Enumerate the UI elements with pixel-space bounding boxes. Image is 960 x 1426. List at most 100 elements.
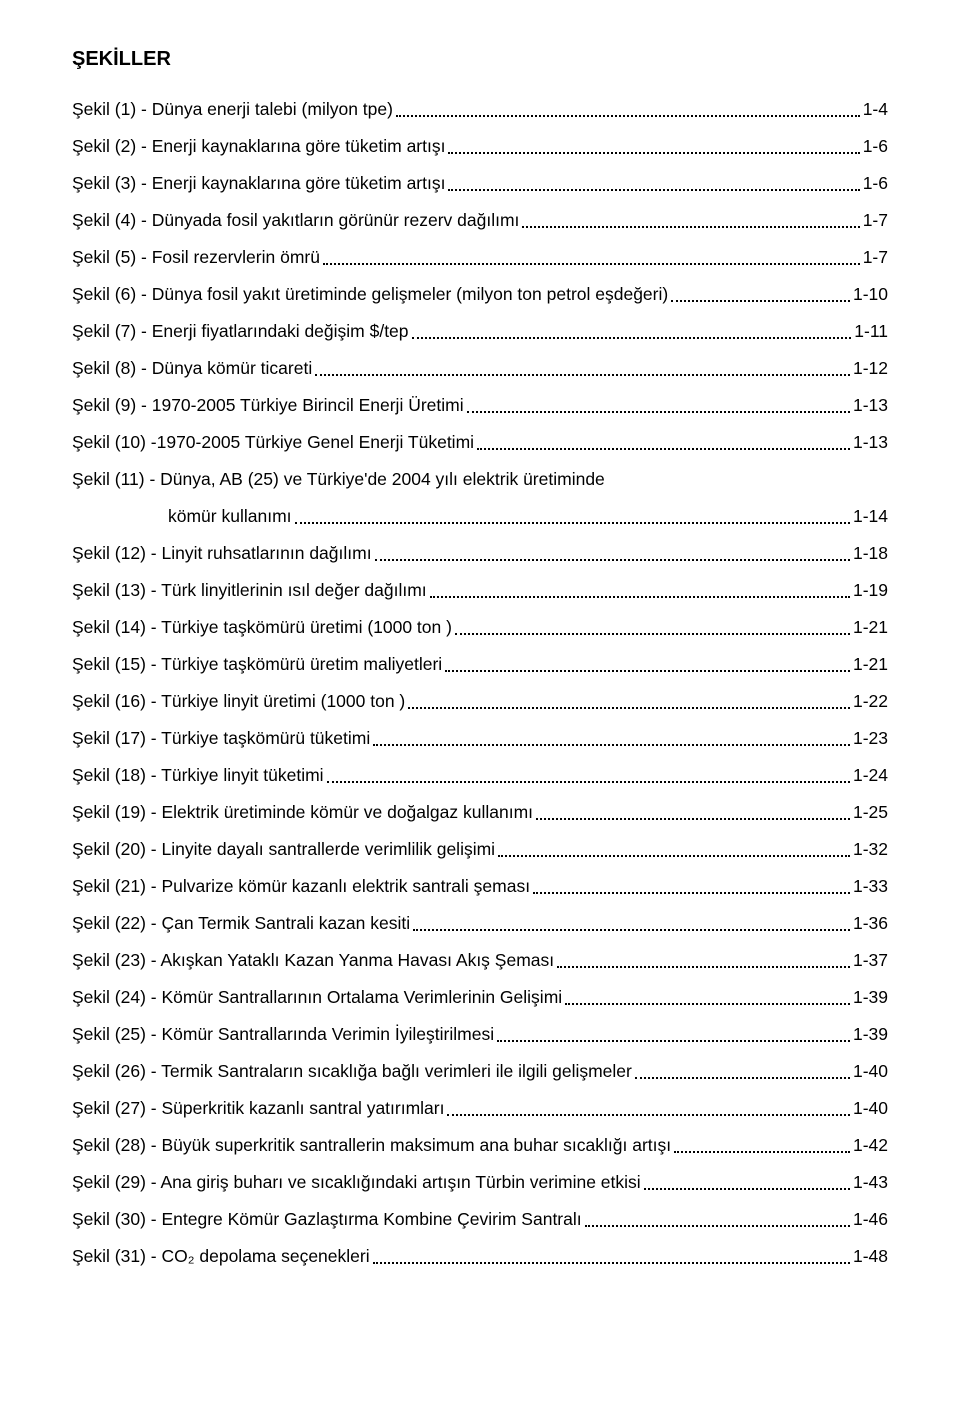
toc-entry: Şekil (23) - Akışkan Yataklı Kazan Yanma… bbox=[72, 948, 888, 973]
toc-entry: Şekil (13) - Türk linyitlerinin ısıl değ… bbox=[72, 578, 888, 603]
toc-entry: Şekil (20) - Linyite dayalı santrallerde… bbox=[72, 837, 888, 862]
toc-leader-dots bbox=[533, 892, 850, 894]
toc-entry-page: 1-22 bbox=[853, 689, 888, 714]
toc-entry: Şekil (15) - Türkiye taşkömürü üretim ma… bbox=[72, 652, 888, 677]
toc-leader-dots bbox=[327, 781, 850, 783]
toc-entry-page: 1-37 bbox=[853, 948, 888, 973]
toc-leader-dots bbox=[315, 374, 850, 376]
toc-entry-label: Şekil (2) - Enerji kaynaklarına göre tük… bbox=[72, 134, 445, 159]
toc-entry-label: Şekil (12) - Linyit ruhsatlarının dağılı… bbox=[72, 541, 372, 566]
toc-entry-label: Şekil (23) - Akışkan Yataklı Kazan Yanma… bbox=[72, 948, 554, 973]
toc-entry-page: 1-10 bbox=[853, 282, 888, 307]
table-of-figures: Şekil (1) - Dünya enerji talebi (milyon … bbox=[72, 97, 888, 1269]
toc-entry-label: Şekil (15) - Türkiye taşkömürü üretim ma… bbox=[72, 652, 442, 677]
toc-entry-label: Şekil (7) - Enerji fiyatlarındaki değişi… bbox=[72, 319, 409, 344]
toc-entry-label: Şekil (30) - Entegre Kömür Gazlaştırma K… bbox=[72, 1207, 582, 1232]
toc-leader-dots bbox=[477, 448, 850, 450]
toc-entry: Şekil (22) - Çan Termik Santrali kazan k… bbox=[72, 911, 888, 936]
toc-entry-page: 1-40 bbox=[853, 1059, 888, 1084]
toc-entry: Şekil (12) - Linyit ruhsatlarının dağılı… bbox=[72, 541, 888, 566]
toc-entry-label: Şekil (14) - Türkiye taşkömürü üretimi (… bbox=[72, 615, 452, 640]
toc-entry-label-cont: kömür kullanımı bbox=[168, 504, 292, 529]
toc-entry-page: 1-23 bbox=[853, 726, 888, 751]
toc-entry-page: 1-7 bbox=[863, 245, 888, 270]
toc-entry: Şekil (2) - Enerji kaynaklarına göre tük… bbox=[72, 134, 888, 159]
toc-entry-label: Şekil (4) - Dünyada fosil yakıtların gör… bbox=[72, 208, 519, 233]
toc-entry-page: 1-12 bbox=[853, 356, 888, 381]
toc-leader-dots bbox=[413, 929, 850, 931]
toc-entry-page: 1-18 bbox=[853, 541, 888, 566]
toc-entry-page: 1-43 bbox=[853, 1170, 888, 1195]
toc-leader-dots bbox=[412, 337, 852, 339]
toc-entry: Şekil (17) - Türkiye taşkömürü tüketimi … bbox=[72, 726, 888, 751]
toc-entry-page: 1-39 bbox=[853, 985, 888, 1010]
toc-entry: Şekil (11) - Dünya, AB (25) ve Türkiye'd… bbox=[72, 467, 888, 529]
toc-entry: Şekil (14) - Türkiye taşkömürü üretimi (… bbox=[72, 615, 888, 640]
toc-leader-dots bbox=[448, 189, 859, 191]
toc-entry: Şekil (21) - Pulvarize kömür kazanlı ele… bbox=[72, 874, 888, 899]
toc-leader-dots bbox=[671, 300, 850, 302]
toc-entry-page: 1-25 bbox=[853, 800, 888, 825]
toc-entry: Şekil (8) - Dünya kömür ticareti 1-12 bbox=[72, 356, 888, 381]
toc-entry: Şekil (6) - Dünya fosil yakıt üretiminde… bbox=[72, 282, 888, 307]
toc-entry-label: Şekil (9) - 1970-2005 Türkiye Birincil E… bbox=[72, 393, 464, 418]
toc-leader-dots bbox=[430, 596, 850, 598]
toc-entry-page: 1-40 bbox=[853, 1096, 888, 1121]
toc-leader-dots bbox=[373, 1262, 850, 1264]
toc-entry-label: Şekil (3) - Enerji kaynaklarına göre tük… bbox=[72, 171, 445, 196]
toc-entry: Şekil (27) - Süperkritik kazanlı santral… bbox=[72, 1096, 888, 1121]
toc-leader-dots bbox=[674, 1151, 850, 1153]
toc-leader-dots bbox=[455, 633, 850, 635]
toc-entry-page: 1-13 bbox=[853, 430, 888, 455]
toc-entry-label: Şekil (19) - Elektrik üretiminde kömür v… bbox=[72, 800, 533, 825]
toc-entry: Şekil (18) - Türkiye linyit tüketimi 1-2… bbox=[72, 763, 888, 788]
toc-entry: Şekil (29) - Ana giriş buharı ve sıcaklı… bbox=[72, 1170, 888, 1195]
toc-entry: Şekil (31) - CO₂ depolama seçenekleri 1-… bbox=[72, 1244, 888, 1269]
toc-entry-page: 1-14 bbox=[853, 504, 888, 529]
toc-entry: Şekil (25) - Kömür Santrallarında Verimi… bbox=[72, 1022, 888, 1047]
toc-leader-dots bbox=[498, 855, 850, 857]
toc-entry: Şekil (19) - Elektrik üretiminde kömür v… bbox=[72, 800, 888, 825]
toc-leader-dots bbox=[447, 1114, 849, 1116]
toc-leader-dots bbox=[644, 1188, 850, 1190]
toc-entry: Şekil (7) - Enerji fiyatlarındaki değişi… bbox=[72, 319, 888, 344]
toc-entry: Şekil (28) - Büyük superkritik santralle… bbox=[72, 1133, 888, 1158]
toc-entry-page: 1-24 bbox=[853, 763, 888, 788]
toc-entry-page: 1-6 bbox=[863, 134, 888, 159]
toc-entry-page: 1-36 bbox=[853, 911, 888, 936]
toc-entry: Şekil (10) -1970-2005 Türkiye Genel Ener… bbox=[72, 430, 888, 455]
toc-entry-label: Şekil (5) - Fosil rezervlerin ömrü bbox=[72, 245, 320, 270]
toc-leader-dots bbox=[396, 115, 860, 117]
toc-entry-label: Şekil (1) - Dünya enerji talebi (milyon … bbox=[72, 97, 393, 122]
toc-entry: Şekil (3) - Enerji kaynaklarına göre tük… bbox=[72, 171, 888, 196]
toc-entry-page: 1-46 bbox=[853, 1207, 888, 1232]
toc-leader-dots bbox=[557, 966, 850, 968]
toc-leader-dots bbox=[635, 1077, 850, 1079]
toc-entry-page: 1-11 bbox=[854, 319, 888, 344]
toc-entry: Şekil (4) - Dünyada fosil yakıtların gör… bbox=[72, 208, 888, 233]
toc-entry-label: Şekil (29) - Ana giriş buharı ve sıcaklı… bbox=[72, 1170, 641, 1195]
toc-leader-dots bbox=[522, 226, 859, 228]
toc-entry-label: Şekil (22) - Çan Termik Santrali kazan k… bbox=[72, 911, 410, 936]
toc-leader-dots bbox=[497, 1040, 850, 1042]
toc-entry-label: Şekil (25) - Kömür Santrallarında Verimi… bbox=[72, 1022, 494, 1047]
toc-entry-page: 1-39 bbox=[853, 1022, 888, 1047]
toc-leader-dots bbox=[375, 559, 850, 561]
toc-entry-label: Şekil (28) - Büyük superkritik santralle… bbox=[72, 1133, 671, 1158]
toc-leader-dots bbox=[295, 522, 850, 524]
toc-leader-dots bbox=[536, 818, 850, 820]
toc-entry-page: 1-48 bbox=[853, 1244, 888, 1269]
toc-entry: Şekil (9) - 1970-2005 Türkiye Birincil E… bbox=[72, 393, 888, 418]
toc-entry-page: 1-6 bbox=[863, 171, 888, 196]
toc-entry-label: Şekil (11) - Dünya, AB (25) ve Türkiye'd… bbox=[72, 467, 888, 492]
toc-entry: Şekil (30) - Entegre Kömür Gazlaştırma K… bbox=[72, 1207, 888, 1232]
toc-entry-page: 1-7 bbox=[863, 208, 888, 233]
toc-leader-dots bbox=[585, 1225, 850, 1227]
toc-entry-label: Şekil (13) - Türk linyitlerinin ısıl değ… bbox=[72, 578, 427, 603]
toc-entry-label: Şekil (6) - Dünya fosil yakıt üretiminde… bbox=[72, 282, 668, 307]
toc-leader-dots bbox=[323, 263, 860, 265]
toc-entry-label: Şekil (24) - Kömür Santrallarının Ortala… bbox=[72, 985, 562, 1010]
toc-entry: Şekil (16) - Türkiye linyit üretimi (100… bbox=[72, 689, 888, 714]
toc-entry-page: 1-19 bbox=[853, 578, 888, 603]
toc-entry-page: 1-32 bbox=[853, 837, 888, 862]
